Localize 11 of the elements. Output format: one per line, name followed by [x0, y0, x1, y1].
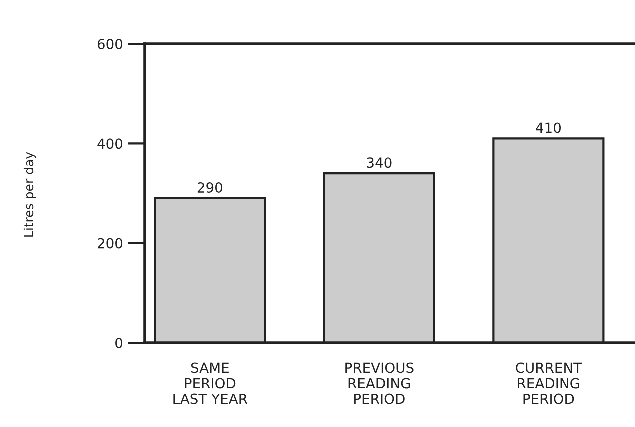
data-label: 340 — [367, 158, 392, 168]
y-tick-label: 0 — [116, 338, 123, 348]
x-tick-label: PREVIOUS READING PERIOD — [346, 362, 414, 404]
y-tick-label: 600 — [98, 38, 123, 50]
y-tick-label: 200 — [98, 238, 123, 249]
y-tick-label: 400 — [98, 138, 123, 150]
data-label: 410 — [536, 122, 562, 134]
x-tick-label: SAME PERIOD LAST YEAR — [174, 362, 248, 404]
x-tick-label: CURRENT READING PERIOD — [516, 362, 582, 404]
data-label: 290 — [198, 182, 222, 194]
y-axis-title: Litres per day — [24, 152, 36, 237]
